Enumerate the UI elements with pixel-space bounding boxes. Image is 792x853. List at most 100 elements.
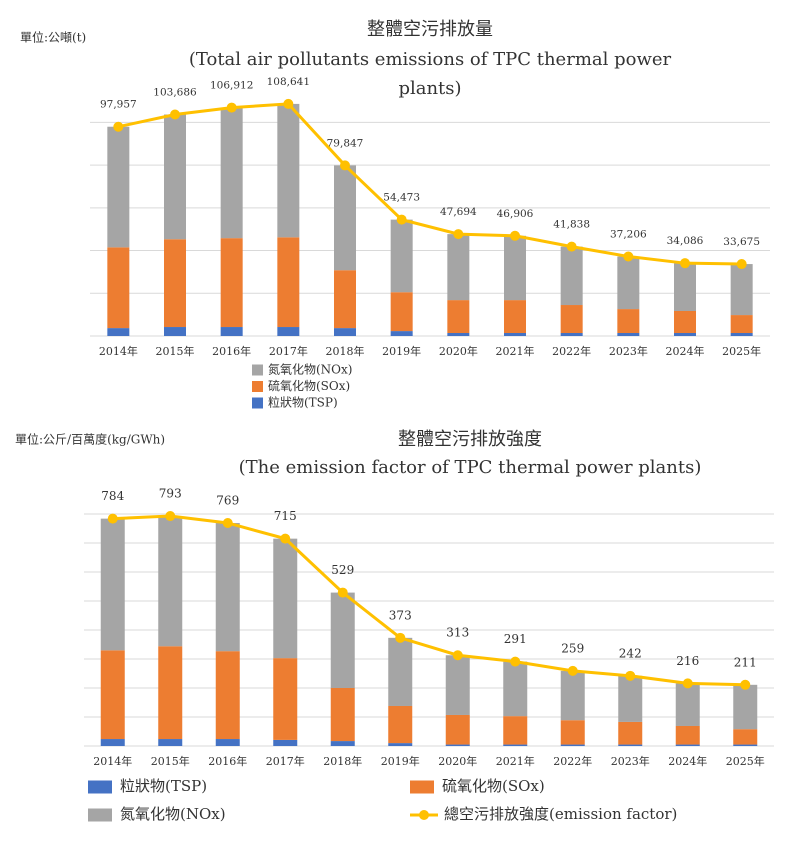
bar-segment — [277, 327, 300, 336]
legend-label: 硫氧化物(SOx) — [442, 777, 545, 795]
bar-segment — [503, 661, 528, 717]
value-label: 46,906 — [497, 208, 534, 220]
bar-segment — [730, 315, 753, 334]
bar-segment — [100, 650, 125, 740]
bar-segment — [334, 270, 356, 329]
bar-segment — [618, 721, 643, 745]
legend-label: 氮氧化物(NOx) — [120, 805, 226, 823]
value-label: 242 — [619, 646, 642, 660]
bar-segment — [560, 333, 583, 336]
value-label: 108,641 — [267, 76, 310, 88]
chart-subtitle: (The emission factor of TPC thermal powe… — [239, 457, 702, 478]
line-point — [623, 251, 634, 262]
bar-segment — [560, 744, 585, 746]
bar-segment — [220, 107, 243, 239]
x-tick-label: 2017年 — [269, 344, 308, 358]
x-tick-label: 2016年 — [208, 754, 247, 768]
line-point — [740, 679, 751, 690]
bar-segment — [330, 741, 355, 746]
bar-segment — [330, 592, 355, 688]
bar-segment — [617, 333, 640, 336]
line-point — [113, 121, 124, 132]
x-tick-label: 2015年 — [156, 344, 195, 358]
x-tick-label: 2020年 — [439, 344, 478, 358]
value-label: 291 — [504, 632, 527, 646]
bar-segment — [733, 684, 758, 730]
bar-segment — [674, 333, 696, 336]
bar-segment — [445, 744, 470, 746]
bar-segment — [730, 333, 753, 336]
x-tick-label: 2017年 — [266, 754, 305, 768]
bar-segment — [445, 655, 470, 715]
bar-segment — [447, 300, 470, 334]
value-label: 373 — [389, 608, 412, 622]
value-label: 41,838 — [553, 219, 590, 231]
total-line — [118, 102, 742, 266]
chart-subtitle: (Total air pollutants emissions of TPC t… — [189, 49, 672, 70]
line-point — [170, 109, 180, 120]
line-point — [510, 230, 520, 241]
bar-segment — [164, 239, 186, 328]
bar-segment — [503, 716, 528, 745]
x-tick-label: 2024年 — [668, 754, 707, 768]
bar-segment — [560, 670, 585, 721]
bar-segment — [390, 331, 413, 336]
value-label: 106,912 — [210, 80, 253, 92]
bar-segment — [675, 683, 700, 726]
line-point — [337, 587, 348, 598]
line-point — [510, 656, 521, 667]
line-point — [680, 258, 690, 269]
line-point — [566, 241, 577, 252]
bar-segment — [617, 256, 640, 310]
line-point — [736, 259, 747, 270]
bar-segment — [560, 720, 585, 745]
x-tick-label: 2014年 — [93, 754, 132, 768]
legend-swatch — [88, 808, 112, 822]
x-tick-label: 2015年 — [151, 754, 190, 768]
bar-segment — [334, 328, 356, 336]
line-point — [226, 102, 237, 113]
value-label: 97,957 — [100, 99, 137, 111]
value-label: 54,473 — [383, 192, 420, 204]
bar-segment — [675, 725, 700, 745]
x-tick-label: 2020年 — [438, 754, 477, 768]
value-label: 216 — [676, 654, 699, 668]
value-label: 79,847 — [327, 137, 364, 149]
value-label: 211 — [734, 655, 757, 669]
x-tick-label: 2018年 — [326, 344, 365, 358]
bar-segment — [388, 743, 413, 746]
value-label: 47,694 — [440, 206, 477, 218]
x-tick-label: 2024年 — [666, 344, 705, 358]
value-label: 313 — [446, 626, 469, 640]
legend-swatch — [410, 780, 434, 794]
line-point — [567, 665, 578, 676]
bar-segment — [618, 744, 643, 746]
line-point — [222, 517, 233, 528]
legend-label: 硫氧化物(SOx) — [268, 378, 350, 393]
line-point — [625, 670, 636, 681]
bar-segment — [447, 234, 470, 301]
x-tick-label: 2023年 — [609, 344, 648, 358]
bar-segment — [504, 235, 526, 301]
value-label: 33,675 — [723, 236, 760, 248]
bar-segment — [388, 705, 413, 744]
bar-segment — [277, 237, 300, 328]
bar-segment — [158, 739, 183, 746]
unit-label: 單位:公斤/百萬度(kg/GWh) — [15, 432, 165, 447]
line-point — [340, 160, 350, 171]
bar-segment — [273, 739, 298, 746]
bar-segment — [100, 518, 125, 651]
legend-label: 粒狀物(TSP) — [268, 395, 338, 410]
line-point — [452, 650, 463, 661]
line-point — [283, 98, 294, 109]
value-label: 784 — [101, 489, 124, 503]
bar-segment — [674, 263, 696, 312]
legend-label: 粒狀物(TSP) — [120, 777, 207, 795]
line-point — [682, 678, 693, 689]
value-label: 37,206 — [610, 229, 647, 241]
bar-segment — [100, 739, 125, 746]
x-tick-label: 2019年 — [381, 754, 420, 768]
line-point — [107, 513, 118, 524]
value-label: 259 — [561, 641, 584, 655]
bar-segment — [330, 688, 355, 742]
